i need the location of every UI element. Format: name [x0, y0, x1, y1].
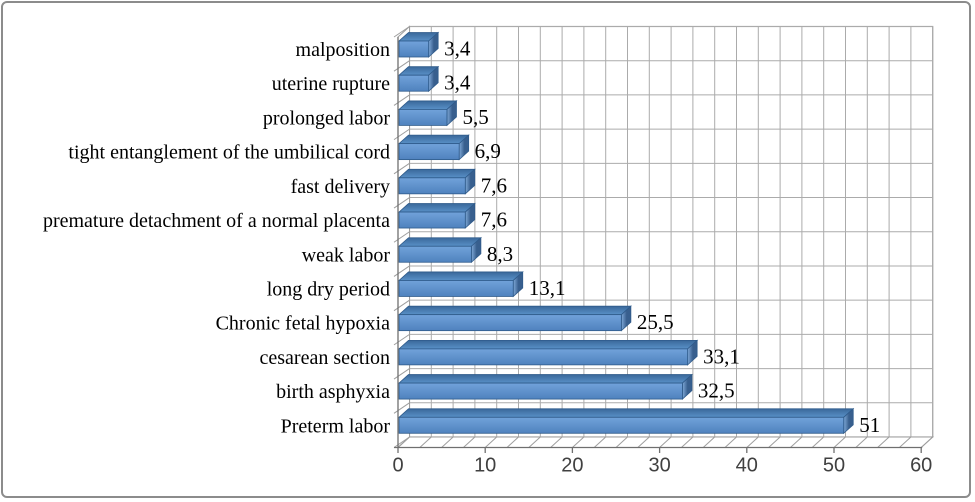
bar [398, 416, 845, 434]
floor-hatch [681, 436, 694, 448]
category-tick [393, 128, 410, 141]
bar [398, 74, 430, 92]
value-label: 3,4 [444, 37, 471, 61]
floor-hatch [877, 436, 890, 448]
category-label: uterine rupture [272, 73, 390, 95]
category-tick [393, 333, 410, 346]
floor-hatch [506, 436, 519, 448]
bar [398, 40, 430, 58]
floor-hatch [463, 436, 476, 448]
floor-hatch [899, 436, 912, 448]
bar [398, 314, 622, 332]
category-label: cesarean section [260, 347, 390, 369]
floor-hatch [528, 436, 541, 448]
bar [398, 143, 460, 161]
bar [398, 177, 466, 195]
x-tick-label: 40 [736, 455, 758, 477]
x-tick-label: 50 [823, 455, 845, 477]
floor-hatch [397, 436, 410, 448]
value-label: 5,5 [462, 105, 488, 129]
bar-top-face [397, 305, 632, 316]
value-label: 33,1 [703, 344, 740, 368]
category-label: Preterm labor [281, 415, 391, 437]
category-tick [393, 26, 410, 38]
floor-hatch [659, 436, 672, 448]
floor-hatch [855, 436, 868, 448]
value-label: 6,9 [475, 139, 501, 163]
x-tick-label: 30 [648, 455, 670, 477]
category-label: premature detachment of a normal placent… [43, 210, 390, 232]
floor-hatch [724, 436, 737, 448]
x-tick-label: 20 [561, 455, 583, 477]
category-label: fast delivery [291, 176, 390, 198]
category-label: weak labor [302, 244, 391, 266]
floor-hatch [615, 436, 628, 448]
category-tick [393, 299, 410, 312]
bar [398, 382, 683, 400]
floor-hatch [419, 436, 432, 448]
bar [398, 280, 514, 297]
bar [398, 348, 689, 366]
category-tick [393, 231, 410, 243]
floor-hatch [811, 436, 825, 448]
bar-top-face [397, 203, 476, 213]
category-tick [393, 162, 410, 175]
value-label: 8,3 [487, 242, 513, 266]
floor-hatch [550, 436, 563, 448]
bar [398, 211, 466, 229]
bar-top-face [397, 374, 693, 384]
floor-hatch [484, 436, 498, 448]
floor-hatch [441, 436, 454, 448]
category-tick [393, 368, 410, 380]
value-label: 7,6 [481, 173, 507, 197]
x-tick-label: 10 [474, 455, 496, 477]
bar-top-face [397, 168, 476, 179]
floor-hatch [637, 436, 650, 448]
category-label: long dry period [267, 278, 390, 300]
x-tick-label: 60 [910, 455, 932, 477]
category-label: malposition [296, 39, 390, 61]
category-tick [393, 402, 410, 414]
bar-top-face [397, 271, 524, 281]
category-tick [393, 197, 410, 209]
category-label: prolonged labor [263, 107, 391, 129]
value-label: 51 [859, 413, 880, 437]
floor-hatch [746, 436, 759, 448]
floor-hatch [768, 436, 781, 448]
floor-hatch [572, 436, 585, 448]
category-tick [393, 60, 410, 72]
category-label: tight entanglement of the umbilical cord [68, 142, 390, 164]
category-label: birth asphyxia [276, 381, 390, 403]
category-tick [393, 265, 410, 277]
value-label: 13,1 [529, 276, 566, 300]
bar [398, 109, 448, 126]
value-label: 3,4 [444, 71, 471, 95]
value-label: 7,6 [481, 208, 507, 232]
floor-hatch [702, 436, 716, 448]
bar-top-face [397, 339, 699, 350]
bar-top-face [397, 237, 482, 247]
bar-top-face [397, 408, 855, 418]
floor-hatch [833, 436, 846, 448]
x-tick-label: 0 [392, 455, 403, 477]
floor-hatch [920, 436, 934, 448]
category-tick [393, 94, 410, 106]
value-label: 32,5 [698, 379, 735, 403]
bar-top-face [397, 134, 470, 145]
value-label: 25,5 [637, 310, 674, 334]
bar [398, 245, 472, 263]
category-label: Chronic fetal hypoxia [216, 313, 391, 335]
bar-chart-3d: 3,4 3,4 5,5 6,9 7,6 7,6 8,3 13,1 25,5 33,1 32,5 51 m… [43, 25, 934, 477]
floor-hatch [593, 436, 607, 448]
floor-hatch [790, 436, 803, 448]
